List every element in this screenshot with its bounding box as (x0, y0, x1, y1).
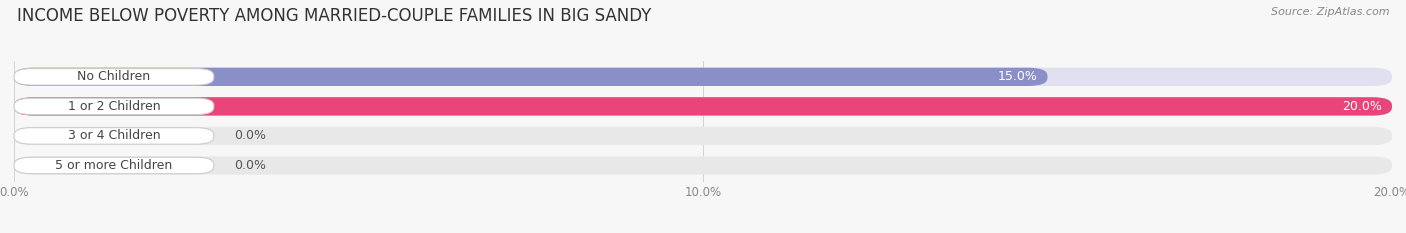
Text: 0.0%: 0.0% (235, 130, 267, 142)
FancyBboxPatch shape (14, 98, 214, 115)
FancyBboxPatch shape (14, 69, 214, 85)
Text: 5 or more Children: 5 or more Children (55, 159, 173, 172)
FancyBboxPatch shape (14, 156, 1392, 175)
FancyBboxPatch shape (14, 157, 214, 174)
Text: 0.0%: 0.0% (235, 159, 267, 172)
FancyBboxPatch shape (14, 68, 1047, 86)
FancyBboxPatch shape (14, 68, 1392, 86)
Text: No Children: No Children (77, 70, 150, 83)
FancyBboxPatch shape (14, 128, 214, 144)
FancyBboxPatch shape (14, 97, 1392, 116)
Text: INCOME BELOW POVERTY AMONG MARRIED-COUPLE FAMILIES IN BIG SANDY: INCOME BELOW POVERTY AMONG MARRIED-COUPL… (17, 7, 651, 25)
Text: Source: ZipAtlas.com: Source: ZipAtlas.com (1271, 7, 1389, 17)
Text: 3 or 4 Children: 3 or 4 Children (67, 130, 160, 142)
Text: 15.0%: 15.0% (997, 70, 1038, 83)
Text: 20.0%: 20.0% (1341, 100, 1382, 113)
FancyBboxPatch shape (14, 97, 1392, 116)
Text: 1 or 2 Children: 1 or 2 Children (67, 100, 160, 113)
FancyBboxPatch shape (14, 127, 1392, 145)
